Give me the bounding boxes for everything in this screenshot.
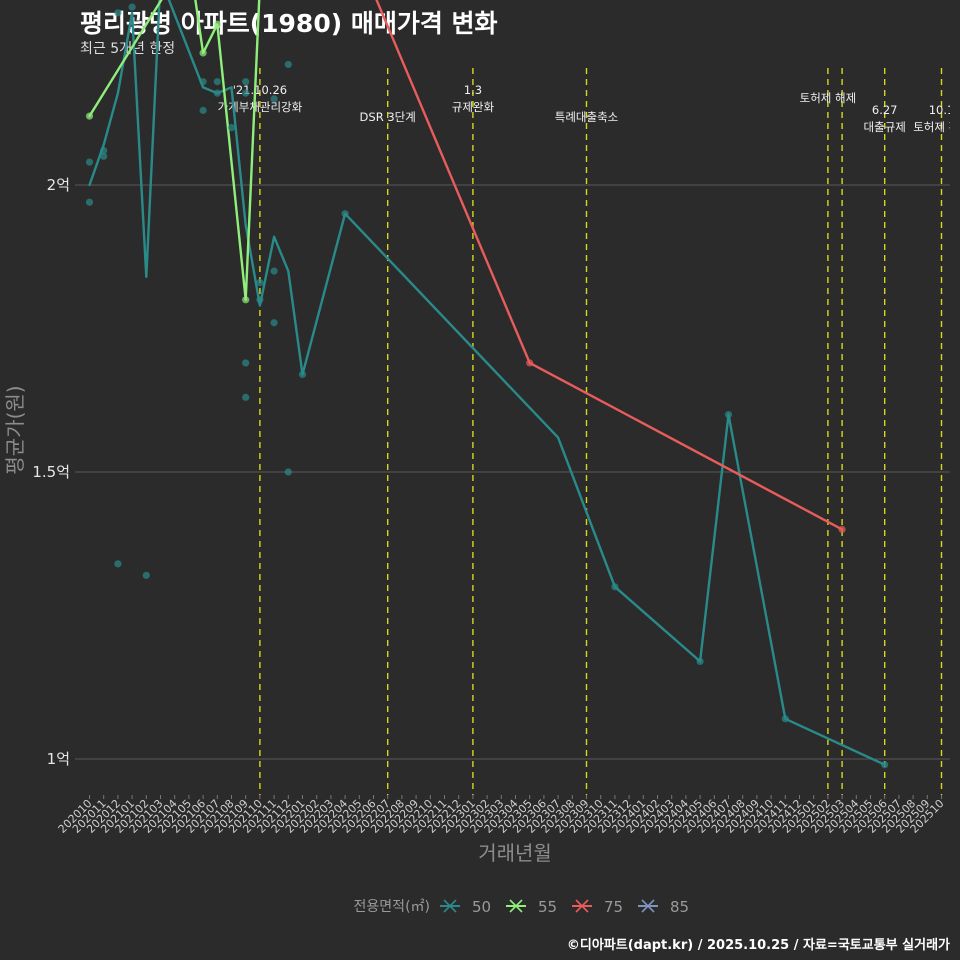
data-point-50: [85, 158, 94, 166]
data-point-50: [242, 78, 250, 86]
legend: 전용면적(㎡) 50 55 75 85: [354, 898, 690, 916]
event-annotation: '21.10.26: [233, 83, 287, 97]
data-point-50: [100, 152, 108, 160]
data-point-55: [242, 296, 250, 304]
data-point-50: [199, 78, 207, 86]
data-point-50: [199, 106, 207, 114]
data-point-50: [270, 319, 278, 327]
data-point-50: [341, 210, 349, 218]
data-point-50: [242, 393, 250, 401]
data-point-50: [270, 95, 278, 103]
data-point-50: [114, 560, 122, 568]
y-tick-label: 1.5억: [32, 463, 70, 481]
data-point-50: [881, 761, 889, 769]
legend-title: 전용면적(㎡): [354, 899, 430, 915]
legend-label-85: 85: [670, 898, 689, 916]
legend-label-55: 55: [538, 898, 557, 916]
legend-key-cross: [575, 899, 589, 913]
data-point-50: [284, 468, 292, 476]
data-point-50: [696, 657, 704, 666]
data-point-75: [838, 525, 846, 534]
data-point-55: [213, 20, 221, 28]
data-point-50: [213, 78, 221, 86]
data-point-50: [284, 60, 292, 69]
data-point-50: [256, 278, 264, 287]
data-point-50: [256, 296, 264, 304]
event-annotation: 대출규제: [864, 120, 906, 134]
data-point-50: [611, 583, 619, 591]
x-axis-title: 거래년월: [478, 841, 552, 865]
legend-label-50: 50: [472, 898, 491, 916]
chart-subtitle: 최근 5개년 한정: [80, 41, 176, 57]
legend-key-cross: [509, 899, 523, 913]
chart-title: 평리광명 아파트(1980) 매매가격 변화: [80, 9, 498, 38]
y-tick-label: 1억: [47, 750, 70, 768]
data-point-50: [85, 198, 94, 206]
data-point-50: [227, 124, 236, 132]
data-point-50: [270, 267, 278, 275]
data-point-50: [724, 411, 733, 419]
data-point-50: [213, 89, 221, 97]
data-point-55: [199, 49, 207, 57]
series-line-75: [375, 0, 844, 531]
data-point-55: [85, 112, 94, 120]
legend-label-75: 75: [604, 898, 623, 916]
data-point-50: [242, 89, 250, 97]
legend-key-cross: [641, 899, 655, 913]
series-line-55: [88, 0, 261, 301]
source-caption: ©디아파트(dapt.kr) / 2025.10.25 / 자료=국토교통부 실…: [566, 938, 950, 953]
data-point-50: [128, 3, 136, 11]
data-point-75: [526, 359, 534, 367]
legend-key-cross: [443, 899, 457, 913]
data-point-50: [100, 146, 108, 155]
y-axis-title: 평균가(원): [3, 385, 27, 474]
event-annotation: 가계부채관리강화: [218, 100, 303, 114]
data-point-50: [781, 715, 789, 723]
event-annotation: 토허제 확대: [913, 120, 960, 134]
event-annotation: 10.1: [929, 103, 955, 117]
data-point-50: [142, 571, 150, 579]
series-line-50: [88, 0, 886, 766]
event-annotation: 특례대출축소: [555, 110, 618, 124]
data-point-50: [114, 9, 122, 17]
event-annotation: 규제완화: [452, 100, 495, 114]
data-point-50: [298, 370, 307, 379]
event-annotation: DSR 3단계: [360, 110, 416, 124]
data-point-50: [242, 359, 250, 367]
y-tick-label: 2억: [47, 176, 70, 194]
event-annotation: 1.3: [464, 83, 482, 97]
event-annotation: 토허제 해제: [800, 91, 857, 105]
event-annotation: 6.27: [872, 103, 898, 117]
